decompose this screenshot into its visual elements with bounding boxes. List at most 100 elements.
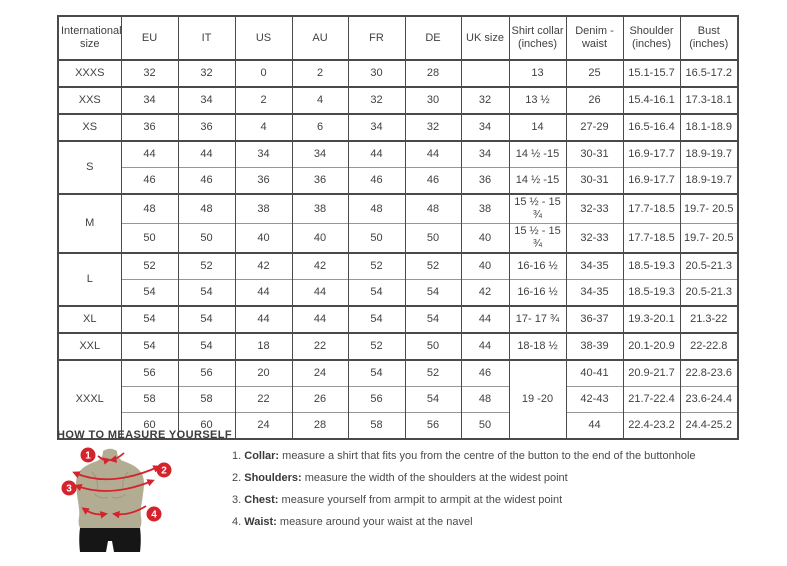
- item-text: measure around your waist at the navel: [276, 516, 473, 528]
- table-cell: 54: [120, 279, 179, 306]
- table-cell: 52: [120, 252, 179, 280]
- table-cell: 36: [234, 167, 293, 194]
- table-cell: XXL: [57, 332, 122, 360]
- measure-section-heading: HOW TO MEASURE YOURSELF: [57, 429, 233, 441]
- table-cell: 32: [404, 113, 462, 141]
- item-label: Waist:: [244, 516, 277, 528]
- table-cell: 28: [291, 412, 349, 439]
- item-label: Chest:: [244, 494, 279, 506]
- measure-item-collar: 1. Collar: measure a shirt that fits you…: [232, 449, 712, 464]
- table-cell: 15 ½ - 15 ¾: [508, 223, 567, 253]
- table-cell: 50: [120, 223, 179, 253]
- table-cell: 30-31: [565, 140, 624, 168]
- table-cell: 17.7-18.5: [622, 193, 681, 224]
- table-cell: 36: [291, 167, 349, 194]
- table-cell: 2: [234, 86, 293, 114]
- table-cell: 58: [120, 386, 179, 413]
- shorts-shape: [79, 528, 141, 552]
- item-number: 2.: [232, 472, 242, 484]
- column-header-5: FR: [347, 15, 406, 60]
- table-cell: 27-29: [565, 113, 624, 141]
- table-cell: 26: [291, 386, 349, 413]
- measure-item-chest: 3. Chest: measure yourself from armpit t…: [232, 493, 712, 508]
- table-cell: 46: [177, 167, 236, 194]
- table-cell: 52: [177, 252, 236, 280]
- table-cell: 21.3-22: [679, 305, 739, 333]
- table-cell: 58: [177, 386, 236, 413]
- table-cell: 50: [404, 223, 462, 253]
- table-cell: 34: [460, 113, 510, 141]
- table-cell: 38: [460, 193, 510, 224]
- table-cell: 44: [234, 305, 293, 333]
- table-cell: 32: [347, 86, 406, 114]
- table-cell: 40-41: [565, 359, 624, 387]
- table-cell: 19.7- 20.5: [679, 193, 739, 224]
- table-cell: 42: [234, 252, 293, 280]
- table-cell: 20.5-21.3: [679, 252, 739, 280]
- item-number: 3.: [232, 494, 242, 506]
- table-cell: 6: [291, 113, 349, 141]
- item-text: measure yourself from armpit to armpit a…: [278, 494, 563, 506]
- chest-measure-arrow: [74, 479, 155, 492]
- table-cell: 32-33: [565, 193, 624, 224]
- table-cell: 50: [404, 332, 462, 360]
- table-cell: 32: [177, 59, 236, 87]
- table-cell: 46: [404, 167, 462, 194]
- table-cell: 16.9-17.7: [622, 167, 681, 194]
- table-cell: 22: [291, 332, 349, 360]
- table-cell: 38: [234, 193, 293, 224]
- table-cell: 18.1-18.9: [679, 113, 739, 141]
- table-cell: 16.5-17.2: [679, 59, 739, 87]
- table-cell: 34: [347, 113, 406, 141]
- column-header-8: Shirt collar (inches): [508, 15, 567, 60]
- table-row: L 52 52 42 42 52 52 40 16-16 ½ 34-35 18.5-19.3 20.5…: [57, 252, 739, 306]
- column-header-2: IT: [177, 15, 236, 60]
- measurement-figure: 1 2 3 4: [58, 444, 176, 564]
- table-cell: 17.7-18.5: [622, 223, 681, 253]
- table-cell: 44: [234, 279, 293, 306]
- table-cell: 22-22.8: [679, 332, 739, 360]
- svg-text:4: 4: [151, 510, 157, 521]
- table-cell: 50: [347, 223, 406, 253]
- table-row: S 44 44 34 34 44 44 34 14 ½ -15 30-31 16.9-17.7 18.…: [57, 140, 739, 194]
- measure-item-waist: 4. Waist: measure around your waist at t…: [232, 515, 712, 530]
- column-header-1: EU: [120, 15, 179, 60]
- table-row: XL 54 54 44 44 54 54 44 17- 17 ¾ 36-37 19.3-20.1 21…: [57, 305, 739, 333]
- table-cell: 23.6-24.4: [679, 386, 739, 413]
- table-cell: 54: [347, 305, 406, 333]
- mannequin-illustration: 1 2 3 4: [61, 447, 172, 552]
- table-cell: 38: [291, 193, 349, 224]
- column-header-3: US: [234, 15, 293, 60]
- table-cell: 36: [120, 113, 179, 141]
- table-cell: 14 ½ -15: [508, 140, 567, 168]
- table-cell: 16-16 ½: [508, 279, 567, 306]
- table-cell: 19.7- 20.5: [679, 223, 739, 253]
- table-cell: 32: [460, 86, 510, 114]
- marker-collar: 1: [80, 447, 96, 463]
- table-cell: 54: [177, 305, 236, 333]
- table-cell: 56: [347, 386, 406, 413]
- table-cell: 17.3-18.1: [679, 86, 739, 114]
- table-cell: 44: [120, 140, 179, 168]
- table-row: 54 54 44 44 54 54 42 16-16 ½ 34-35 18.5-19.3 20.5-…: [58, 279, 739, 306]
- table-row: XXL 54 54 18 22 52 50 44 18-18 ½ 38-39 20.1-20.9 22…: [57, 332, 739, 360]
- table-cell: 36: [460, 167, 510, 194]
- table-cell: 54: [120, 305, 179, 333]
- collar-measure-arrow-left: [97, 455, 111, 465]
- table-cell: 19.3-20.1: [622, 305, 681, 333]
- column-header-9: Denim - waist: [565, 15, 624, 60]
- table-row: XXXS 32 32 0 2 30 28 13 25 15.1-15.7 16.5-17.2: [57, 59, 739, 87]
- table-cell: 15.1-15.7: [622, 59, 681, 87]
- table-cell: 48: [404, 193, 462, 224]
- table-cell: 36: [177, 113, 236, 141]
- table-cell: 30: [404, 86, 462, 114]
- table-row: 46 46 36 36 46 46 36 14 ½ -15 30-31 16.9-17.7 18.9…: [58, 167, 739, 194]
- item-label: Shoulders:: [244, 472, 302, 484]
- table-cell: S: [57, 140, 122, 194]
- size-chart-table: International size EU IT US AU FR DE UK size Shi…: [57, 15, 739, 440]
- table-cell: XL: [57, 305, 122, 333]
- table-cell: 18: [234, 332, 293, 360]
- table-cell: 54: [347, 279, 406, 306]
- svg-text:3: 3: [66, 484, 72, 495]
- table-cell: 18.5-19.3: [622, 279, 681, 306]
